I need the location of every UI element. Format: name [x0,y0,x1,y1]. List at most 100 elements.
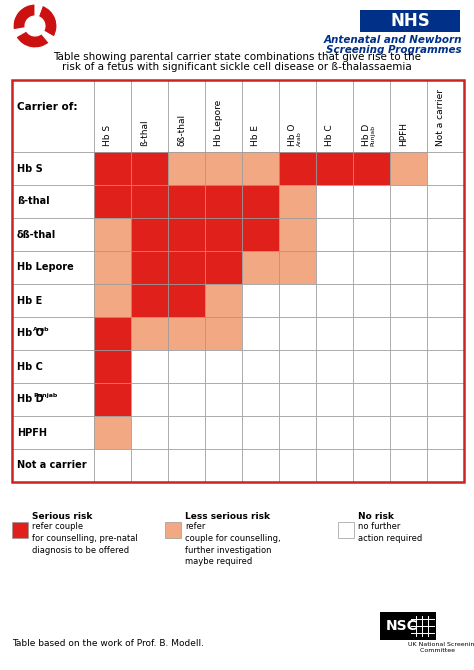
Text: δß-thal: δß-thal [17,230,56,239]
Text: HPFH: HPFH [400,122,409,146]
Bar [242,350,279,383]
Bar [242,284,279,317]
Bar [279,416,316,449]
Bar [390,416,427,449]
Text: Punjab: Punjab [371,125,375,146]
Bar [94,284,131,317]
Text: Not a carrier: Not a carrier [17,460,87,470]
Bar [242,317,279,350]
Bar [427,416,464,449]
Bar [316,284,353,317]
Bar [390,383,427,416]
Bar [427,152,464,185]
Bar [427,350,464,383]
Bar [94,185,131,218]
Bar [94,383,131,416]
Text: Not a carrier: Not a carrier [437,89,446,146]
Bar [427,284,464,317]
Text: No risk: No risk [358,512,394,521]
Bar [94,80,131,152]
Bar [380,612,436,640]
Bar [353,317,390,350]
Bar [279,350,316,383]
Bar [316,350,353,383]
Bar [12,317,94,350]
Bar [94,416,131,449]
Text: Hb Lepore: Hb Lepore [17,263,74,273]
Text: NHS: NHS [390,12,430,30]
Bar [427,218,464,251]
Bar [12,80,94,152]
Bar [12,152,94,185]
Text: Arab: Arab [297,131,301,146]
Text: Arab: Arab [33,327,50,332]
Text: risk of a fetus with significant sickle cell disease or ß-thalassaemia: risk of a fetus with significant sickle … [62,62,412,72]
Bar [168,383,205,416]
Text: Hb C: Hb C [17,362,43,371]
Bar [390,350,427,383]
Bar [353,284,390,317]
Bar [316,251,353,284]
Bar [316,449,353,482]
Bar [316,317,353,350]
Bar [353,80,390,152]
Bar [168,218,205,251]
Bar [242,218,279,251]
Bar [168,350,205,383]
Bar [242,185,279,218]
Bar [279,152,316,185]
Text: refer couple
for counselling, pre-natal
diagnosis to be offered: refer couple for counselling, pre-natal … [32,522,138,555]
Bar [94,152,131,185]
Wedge shape [16,31,49,48]
Bar [390,251,427,284]
Bar [279,80,316,152]
Bar [12,522,28,538]
Text: Screening Programmes: Screening Programmes [327,45,462,55]
Bar [205,152,242,185]
Bar [131,416,168,449]
Bar [168,80,205,152]
Bar [12,416,94,449]
Bar [94,317,131,350]
Bar [205,449,242,482]
Bar [279,317,316,350]
Bar [316,152,353,185]
Bar [242,383,279,416]
Bar [279,218,316,251]
Bar [390,185,427,218]
Text: Punjab: Punjab [33,393,58,398]
Bar [390,449,427,482]
Bar [205,284,242,317]
Bar [353,185,390,218]
Text: Table showing parental carrier state combinations that give rise to the: Table showing parental carrier state com… [53,52,421,62]
Bar [279,383,316,416]
Text: Hb D: Hb D [17,395,44,405]
Bar [131,449,168,482]
Bar [242,449,279,482]
Text: δß-thal: δß-thal [177,114,186,146]
Text: Hb S: Hb S [103,125,112,146]
Text: Hb S: Hb S [17,163,43,174]
Bar [316,383,353,416]
Bar [205,317,242,350]
Bar [205,383,242,416]
Text: Hb C: Hb C [326,125,335,146]
Bar [353,350,390,383]
Text: Hb E: Hb E [17,295,42,306]
Bar [168,251,205,284]
Bar [131,185,168,218]
Bar [168,317,205,350]
Bar [131,80,168,152]
Bar [12,383,94,416]
Bar [131,152,168,185]
Bar [131,350,168,383]
Bar [168,152,205,185]
Text: no further
action required: no further action required [358,522,422,543]
Text: Hb O: Hb O [17,328,44,338]
Bar [353,449,390,482]
Text: Hb D: Hb D [363,124,372,146]
Bar [279,449,316,482]
Bar [427,317,464,350]
Bar [316,185,353,218]
Text: Hb O: Hb O [289,124,298,146]
